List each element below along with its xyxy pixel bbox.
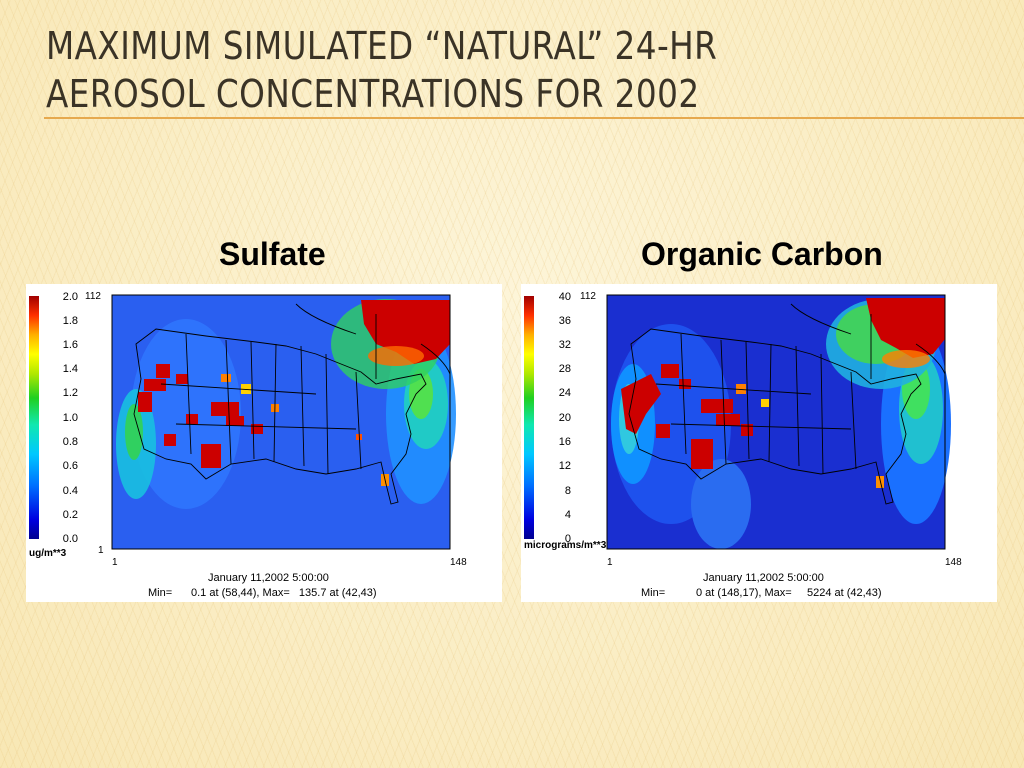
- organic-carbon-tick: 0: [565, 533, 571, 545]
- sulfate-colorbar-ticks: 2.0 1.8 1.6 1.4 1.2 1.0 0.8 0.6 0.4 0.2 …: [63, 291, 78, 545]
- slide-title-line-1: Maximum simulated “Natural” 24-hr: [46, 24, 718, 68]
- sulfate-tick: 1.4: [63, 363, 78, 375]
- organic-carbon-tick: 36: [559, 315, 571, 327]
- organic-carbon-tick: 12: [559, 460, 571, 472]
- sulfate-x-left-label: 1: [112, 557, 118, 568]
- organic-carbon-y-top-label: 112: [580, 291, 596, 302]
- sulfate-tick: 1.2: [63, 387, 78, 399]
- sulfate-tick: 0.8: [63, 436, 78, 448]
- organic-carbon-x-left-label: 1: [607, 557, 613, 568]
- organic-carbon-date-label: January 11,2002 5:00:00: [703, 572, 824, 584]
- sulfate-tick: 0.4: [63, 485, 78, 497]
- organic-carbon-tick: 24: [559, 387, 571, 399]
- organic-carbon-concentration-map: [607, 295, 951, 549]
- sulfate-map-figure: 2.0 1.8 1.6 1.4 1.2 1.0 0.8 0.6 0.4 0.2 …: [29, 291, 467, 599]
- organic-carbon-tick: 20: [559, 412, 571, 424]
- sulfate-y-bottom-label: 1: [98, 545, 104, 556]
- organic-carbon-map-frame: [606, 294, 946, 550]
- sulfate-map-frame: [111, 294, 451, 550]
- organic-carbon-stats-text: 0 at (148,17), Max= 5224 at (42,43): [696, 587, 882, 599]
- organic-carbon-tick: 16: [559, 436, 571, 448]
- sulfate-x-right-label: 148: [450, 557, 467, 568]
- organic-carbon-tick: 28: [559, 363, 571, 375]
- organic-carbon-map-figure: 40 36 32 28 24 20 16 12 8 4 0 112: [524, 291, 962, 599]
- sulfate-boundary-lines: [133, 303, 451, 505]
- sulfate-stats-text: 0.1 at (58,44), Max= 135.7 at (42,43): [191, 587, 377, 599]
- organic-carbon-map-panel: 40 36 32 28 24 20 16 12 8 4 0 112: [521, 284, 997, 602]
- sulfate-tick: 0.2: [63, 509, 78, 521]
- organic-carbon-heading: Organic Carbon: [641, 236, 883, 272]
- sulfate-tick: 0.6: [63, 460, 78, 472]
- sulfate-map-panel: 2.0 1.8 1.6 1.4 1.2 1.0 0.8 0.6 0.4 0.2 …: [26, 284, 502, 602]
- organic-carbon-tick: 8: [565, 485, 571, 497]
- organic-carbon-unit-label: micrograms/m**3: [524, 540, 607, 551]
- sulfate-unit-label: ug/m**3: [29, 548, 67, 559]
- sulfate-tick: 1.6: [63, 339, 78, 351]
- sulfate-tick: 1.0: [63, 412, 78, 424]
- sulfate-tick: 0.0: [63, 533, 78, 545]
- organic-carbon-min-label: Min=: [641, 587, 665, 599]
- sulfate-date-label: January 11,2002 5:00:00: [208, 572, 329, 584]
- slide-title-line-2: aerosol concentrations for 2002: [46, 72, 700, 116]
- sulfate-y-top-label: 112: [85, 291, 101, 302]
- organic-carbon-colorbar-ticks: 40 36 32 28 24 20 16 12 8 4 0: [559, 291, 571, 545]
- sulfate-colorbar: [29, 296, 39, 539]
- sulfate-tick: 1.8: [63, 315, 78, 327]
- title-underline: [44, 117, 1024, 119]
- sulfate-min-label: Min=: [148, 587, 172, 599]
- organic-carbon-tick: 32: [559, 339, 571, 351]
- organic-carbon-tick: 40: [559, 291, 571, 303]
- organic-carbon-boundary-lines: [628, 303, 946, 505]
- slide-title: Maximum simulated “Natural” 24-hr aeroso…: [46, 22, 717, 118]
- sulfate-tick: 2.0: [63, 291, 78, 303]
- organic-carbon-x-right-label: 148: [945, 557, 962, 568]
- organic-carbon-tick: 4: [565, 509, 571, 521]
- organic-carbon-colorbar: [524, 296, 534, 539]
- sulfate-concentration-map: [112, 295, 456, 549]
- sulfate-heading: Sulfate: [219, 236, 326, 272]
